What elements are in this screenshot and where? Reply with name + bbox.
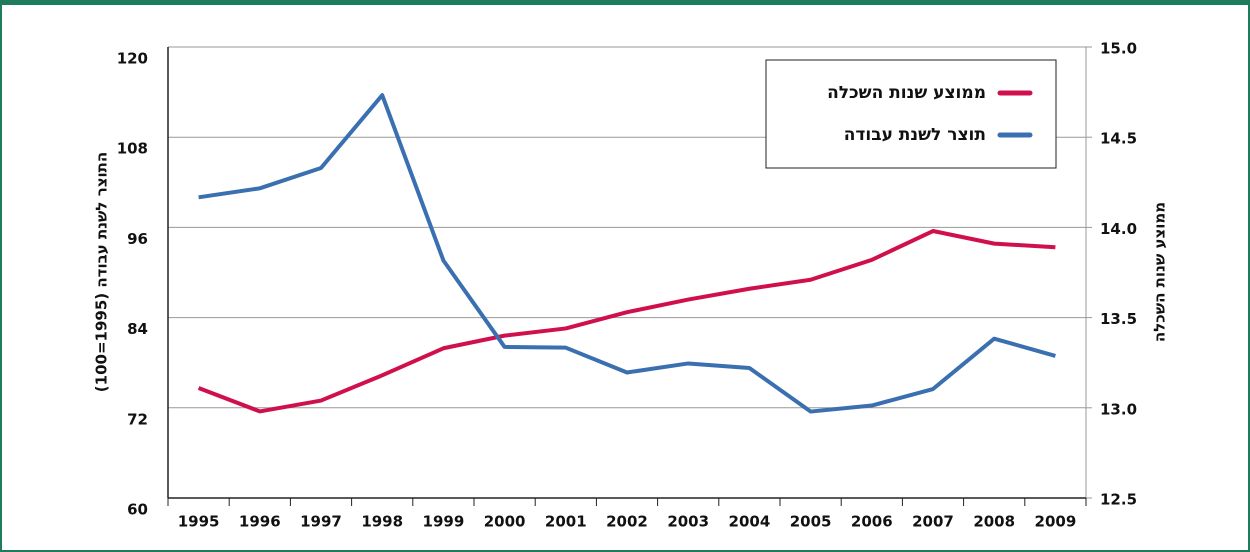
y-tick-label: 60 xyxy=(127,501,148,519)
x-tick-label: 1995 xyxy=(178,513,220,531)
legend-label: ממוצע שנות השכלה xyxy=(827,83,986,103)
x-tick-label: 1999 xyxy=(423,513,465,531)
x-tick-label: 2006 xyxy=(851,513,893,531)
x-tick-label: 2000 xyxy=(484,513,526,531)
y-tick-label: 84 xyxy=(127,320,148,338)
line-series xyxy=(198,93,1056,414)
y2-tick-label: 14.0 xyxy=(1100,220,1137,238)
x-tick-label: 2004 xyxy=(729,513,771,531)
y-axis-title: התוצר לשנת עבודה (1995=100) xyxy=(93,152,111,392)
x-tick-label: 2005 xyxy=(790,513,832,531)
y2-axis-title: ממוצע שנות השכלה xyxy=(1151,202,1169,342)
top-bar xyxy=(0,0,1250,5)
y2-tick-label: 13.5 xyxy=(1100,310,1137,328)
y2-tick-label: 14.5 xyxy=(1100,130,1137,148)
x-tick-label: 2001 xyxy=(545,513,587,531)
x-tick-label: 2007 xyxy=(912,513,954,531)
y-tick-label: 120 xyxy=(117,50,148,68)
y-tick-label: 108 xyxy=(117,140,148,158)
x-tick-label: 2009 xyxy=(1035,513,1077,531)
y2-tick-label: 13.0 xyxy=(1100,400,1137,418)
legend-label: תוצר לשנת עבודה xyxy=(844,125,986,145)
x-tick-label: 2003 xyxy=(667,513,709,531)
y-tick-label: 72 xyxy=(127,410,148,428)
x-tick-label: 1997 xyxy=(300,513,342,531)
line-series xyxy=(197,229,1056,414)
x-tick-label: 2002 xyxy=(606,513,648,531)
y-tick-label: 96 xyxy=(127,230,148,248)
y2-tick-label: 12.5 xyxy=(1100,491,1137,509)
x-tick-label: 2008 xyxy=(973,513,1015,531)
y2-tick-label: 15.0 xyxy=(1100,40,1137,58)
x-tick-label: 1998 xyxy=(361,513,403,531)
x-tick-label: 1996 xyxy=(239,513,281,531)
legend-box xyxy=(765,59,1057,169)
